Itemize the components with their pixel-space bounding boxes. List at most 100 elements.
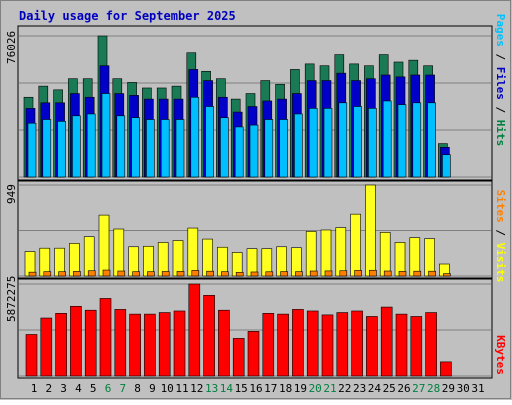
- sites-bar: [73, 271, 81, 277]
- bottom-right-legend: KBytes: [494, 335, 507, 375]
- sites-bar: [383, 270, 392, 277]
- sites-bar: [206, 270, 214, 277]
- visits-bar: [394, 242, 406, 277]
- bottom-right-legend-part: KBytes: [494, 335, 507, 375]
- pages-bar: [338, 102, 348, 178]
- pages-bar: [294, 113, 303, 178]
- kbytes-bar: [70, 305, 82, 377]
- kbytes-bar: [203, 295, 215, 377]
- kbytes-bar: [158, 312, 171, 377]
- kbytes-bar: [232, 338, 245, 377]
- kbytes-bar: [218, 309, 230, 377]
- x-tick-label: 19: [294, 382, 307, 395]
- kbytes-bar: [99, 298, 112, 377]
- pages-bar: [427, 102, 436, 178]
- kbytes-bar: [292, 309, 304, 377]
- x-tick-label: 12: [190, 382, 203, 395]
- pages-bar: [234, 126, 244, 178]
- x-tick-label: 28: [427, 382, 440, 395]
- x-tick-label: 23: [353, 382, 366, 395]
- sites-bar: [428, 270, 436, 277]
- kbytes-bar: [129, 313, 141, 377]
- x-tick-label: 4: [75, 382, 82, 395]
- top-right-legend-part: Pages: [494, 14, 507, 47]
- pages-bar: [220, 117, 229, 178]
- visits-bar: [113, 228, 125, 277]
- sites-bar: [117, 270, 126, 277]
- sites-bar: [43, 271, 52, 277]
- kbytes-bar: [321, 314, 334, 377]
- kbytes-bar: [173, 310, 186, 377]
- top-right-legend-part: /: [494, 47, 507, 67]
- top-right-legend-part: Hits: [494, 120, 507, 147]
- sites-bar: [176, 271, 185, 277]
- x-tick-labels: 1 2 3 4 5 6 7 8 9 10 11 12 13 14 15 16 17 18 19 20 21 22 23 24 2…: [31, 382, 485, 395]
- kbytes-bar: [410, 316, 423, 377]
- pages-bar: [175, 119, 185, 178]
- sites-bar: [191, 270, 200, 277]
- bottom-max-label: 5872275: [5, 276, 18, 322]
- kbytes-bar: [440, 361, 452, 377]
- visits-bar: [172, 240, 184, 277]
- sites-bar: [58, 271, 66, 277]
- pages-bar: [131, 117, 140, 178]
- kbytes-bar: [425, 312, 437, 377]
- x-tick-label: 16: [249, 382, 262, 395]
- visits-bar: [409, 237, 421, 277]
- visits-bar: [157, 242, 169, 277]
- sites-bar: [28, 271, 37, 277]
- top-right-legend: Pages / Files / Hits: [494, 14, 507, 147]
- pages-bar: [205, 106, 214, 178]
- mid-right-legend: Sites / Visits: [494, 190, 507, 283]
- visits-bar: [365, 184, 376, 277]
- sites-bar: [280, 271, 288, 277]
- top-max-label: 76026: [5, 31, 18, 64]
- kbytes-bar: [40, 317, 53, 377]
- sites-bar: [265, 271, 274, 277]
- sites-bar: [147, 271, 155, 277]
- pages-bar: [116, 115, 126, 178]
- pages-bar: [353, 106, 362, 178]
- x-tick-label: 9: [149, 382, 156, 395]
- sites-bar: [235, 272, 244, 277]
- x-tick-label: 22: [338, 382, 351, 395]
- x-tick-label: 10: [161, 382, 174, 395]
- x-tick-label: 31: [471, 382, 484, 395]
- sites-bar: [295, 271, 303, 277]
- bars-layer: [23, 35, 452, 377]
- kbytes-bar: [380, 306, 393, 377]
- x-tick-label: 27: [412, 382, 425, 395]
- x-tick-label: 13: [205, 382, 218, 395]
- kbytes-bar: [336, 312, 349, 377]
- x-tick-label: 7: [119, 382, 126, 395]
- kbytes-bar: [351, 310, 363, 377]
- pages-bar: [323, 108, 333, 178]
- x-tick-label: 5: [90, 382, 97, 395]
- right-side-legends: Pages / Files / Hits Sites / Visits KBytes: [494, 14, 507, 375]
- kbytes-bar: [84, 309, 97, 377]
- kbytes-bar: [25, 334, 38, 377]
- kbytes-bar: [144, 313, 156, 377]
- visits-bar: [424, 238, 435, 277]
- x-tick-label: 11: [175, 382, 188, 395]
- pages-bar: [279, 119, 288, 178]
- sites-bar: [87, 270, 96, 277]
- x-tick-label: 18: [279, 382, 292, 395]
- sites-bar: [324, 270, 333, 277]
- kbytes-bar: [247, 331, 260, 377]
- kbytes-bar: [114, 309, 127, 377]
- mid-max-label: 949: [5, 184, 18, 204]
- pages-bar: [160, 119, 170, 178]
- pages-bar: [27, 122, 37, 178]
- sites-bar: [250, 271, 259, 277]
- kbytes-bar: [366, 316, 378, 377]
- visits-bar: [187, 227, 199, 277]
- visits-bar: [379, 232, 391, 277]
- sites-bar: [132, 271, 140, 277]
- kbytes-bar: [262, 313, 275, 377]
- x-tick-label: 6: [105, 382, 112, 395]
- kbytes-bar: [306, 310, 319, 377]
- pages-bar: [42, 119, 52, 178]
